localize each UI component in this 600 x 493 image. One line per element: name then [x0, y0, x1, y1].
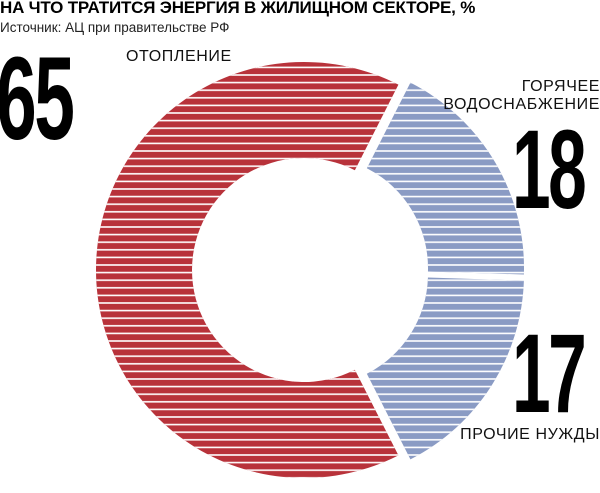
slice-heating: [96, 62, 399, 478]
other-value: 17: [512, 311, 587, 436]
heating-value: 65: [0, 33, 75, 165]
chart-source: Источник: АЦ при правительстве РФ: [0, 20, 230, 35]
water-label-line1: ГОРЯЧЕЕ: [521, 78, 600, 95]
heating-label: ОТОПЛЕНИЕ: [126, 48, 232, 65]
other-label: ПРОЧИЕ НУЖДЫ: [460, 426, 600, 443]
water-value: 18: [512, 107, 587, 232]
chart-title: НА ЧТО ТРАТИТСЯ ЭНЕРГИЯ В ЖИЛИЩНОМ СЕКТО…: [0, 0, 476, 17]
slice-other: [366, 277, 524, 460]
slice-hot-water: [366, 82, 524, 275]
water-label-line2: ВОДОСНАБЖЕНИЕ: [443, 96, 600, 113]
